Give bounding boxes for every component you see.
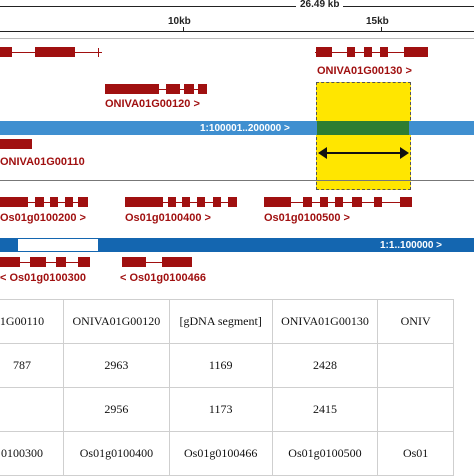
ruler-total-label: 26.49 kb [296, 0, 344, 10]
ruler-tick-label-10kb: 10kb [168, 16, 191, 27]
gene-label-os01g0100200[interactable]: Os01g0100200 > [0, 212, 86, 224]
table-cell: Os01g0100466 [168, 431, 273, 476]
track-bar-os[interactable] [0, 238, 474, 252]
gene-label-oniva01g00130[interactable]: ONIVA01G00130 > [317, 65, 412, 77]
table-cell: Os01 [377, 431, 454, 476]
ruler-tick-label-15kb: 15kb [366, 16, 389, 27]
ruler-lower-line [0, 38, 474, 39]
highlight-region[interactable] [316, 82, 411, 190]
table-cell: ONIVA01G00120 [63, 299, 170, 344]
region-span-arrow [320, 152, 406, 154]
ruler-axis-line [0, 31, 474, 32]
table-cell [0, 387, 65, 432]
table-cell: Os01g0100500 [271, 431, 379, 476]
comparison-table: 1G00110 ONIVA01G00120 [gDNA segment] ONI… [0, 299, 454, 476]
table-cell: 0100300 [0, 431, 65, 476]
gene-oniva01g00110[interactable] [0, 139, 32, 149]
table-cell [377, 387, 454, 432]
table-cell: 1G00110 [0, 299, 65, 344]
table-cell: 2415 [271, 387, 379, 432]
table-cell: 1173 [168, 387, 273, 432]
gene-label-oniva01g00120[interactable]: ONIVA01G00120 > [105, 98, 200, 110]
table-cell: 1169 [168, 343, 273, 388]
table-cell: ONIV [377, 299, 454, 344]
arrow-left-head [318, 147, 327, 159]
table-cell: 2956 [63, 387, 170, 432]
track-label-os: 1:1..100000 > [380, 240, 442, 251]
arrow-right-head [400, 147, 409, 159]
track-separator [0, 180, 474, 181]
gene-label-os01g0100400[interactable]: Os01g0100400 > [125, 212, 211, 224]
gene-label-os01g0100300[interactable]: < Os01g0100300 [0, 272, 86, 284]
table-cell: 787 [0, 343, 65, 388]
gene-label-oniva01g00110[interactable]: ONIVA01G00110 [0, 156, 85, 168]
table-row: 787 2963 1169 2428 [0, 343, 454, 388]
table-cell: Os01g0100400 [63, 431, 170, 476]
table-cell: 2963 [63, 343, 170, 388]
table-row: 1G00110 ONIVA01G00120 [gDNA segment] ONI… [0, 299, 454, 344]
table-cell: ONIVA01G00130 [271, 299, 379, 344]
track-label-oniva: 1:100001..200000 > [200, 123, 290, 134]
table-cell [377, 343, 454, 388]
table-row: 2956 1173 2415 [0, 387, 454, 432]
table-cell: [gDNA segment] [168, 299, 273, 344]
table-row: 0100300 Os01g0100400 Os01g0100466 Os01g0… [0, 431, 454, 476]
gene-label-os01g0100466[interactable]: < Os01g0100466 [120, 272, 206, 284]
track-bar-gap [18, 239, 98, 251]
track-bar-highlight-overlap [317, 121, 409, 135]
table-cell: 2428 [271, 343, 379, 388]
gene-label-os01g0100500[interactable]: Os01g0100500 > [264, 212, 350, 224]
ruler-tick-10kb [183, 27, 184, 32]
ruler-tick-15kb [381, 27, 382, 32]
ruler-top-line [0, 6, 474, 7]
